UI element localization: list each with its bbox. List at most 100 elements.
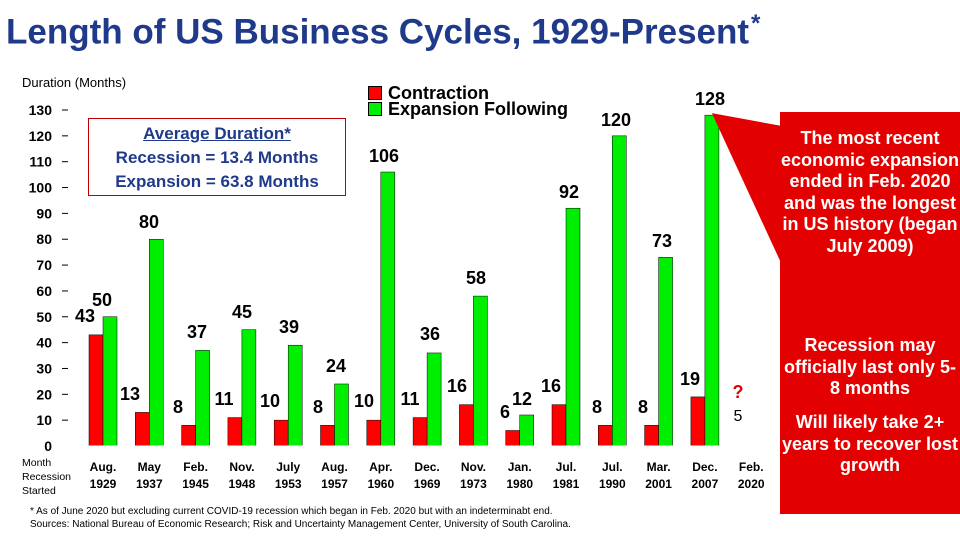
legend-expansion-swatch bbox=[368, 102, 382, 116]
footnote-note: * As of June 2020 but excluding current … bbox=[30, 506, 553, 517]
footnote-sources: Sources: National Bureau of Economic Res… bbox=[30, 519, 571, 530]
expansion-bar bbox=[565, 207, 581, 447]
x-tick-year: 1980 bbox=[506, 477, 533, 491]
contraction-value-label: 11 bbox=[400, 389, 419, 409]
contraction-bar bbox=[644, 425, 659, 447]
expansion-bar bbox=[334, 383, 349, 447]
x-tick-month: Aug. bbox=[90, 460, 117, 474]
contraction-bar bbox=[320, 425, 335, 447]
footnote: * As of June 2020 but excluding current … bbox=[30, 505, 571, 531]
contraction-value-label: 13 bbox=[120, 384, 140, 404]
expansion-value-label: 92 bbox=[559, 182, 579, 202]
unknown-recession-estimate-label: 5 bbox=[734, 408, 743, 425]
x-tick-month: Dec. bbox=[692, 460, 717, 474]
contraction-value-label: 43 bbox=[75, 306, 95, 326]
x-tick-month: Feb. bbox=[183, 460, 208, 474]
expansion-value-label: 36 bbox=[420, 324, 440, 344]
average-duration-title: Average Duration* bbox=[143, 124, 291, 143]
contraction-bar bbox=[459, 404, 474, 447]
y-tick-label: 100 bbox=[29, 180, 53, 196]
contraction-value-label: 11 bbox=[214, 389, 233, 409]
contraction-value-label: 6 bbox=[500, 402, 510, 422]
contraction-bar bbox=[366, 419, 382, 447]
expansion-bar bbox=[426, 352, 442, 447]
y-tick-label: 10 bbox=[36, 412, 52, 428]
contraction-value-label: 8 bbox=[313, 397, 323, 417]
x-tick-month: Aug. bbox=[321, 460, 348, 474]
x-tick-month: Nov. bbox=[229, 460, 254, 474]
x-tick-year: 1990 bbox=[599, 477, 626, 491]
x-tick-year: 1957 bbox=[321, 477, 348, 491]
expansion-value-label: 128 bbox=[695, 89, 725, 109]
expansion-value-label: 45 bbox=[232, 302, 252, 322]
callout-recession-length: Recession may officially last only 5-8 m… bbox=[783, 335, 957, 398]
contraction-value-label: 10 bbox=[354, 391, 374, 411]
expansion-bar bbox=[704, 114, 720, 447]
contraction-bar bbox=[598, 425, 613, 447]
y-tick-label: 80 bbox=[36, 231, 52, 247]
contraction-value-label: 10 bbox=[260, 391, 280, 411]
y-tick-label: 70 bbox=[36, 257, 52, 273]
x-tick-year: 1929 bbox=[90, 477, 117, 491]
expansion-bar bbox=[612, 135, 627, 447]
callout-longest-expansion: The most recent economic expansion ended… bbox=[780, 128, 960, 256]
y-tick-label: 50 bbox=[36, 309, 52, 325]
x-tick-month: Feb. bbox=[739, 460, 764, 474]
expansion-value-label: 39 bbox=[279, 317, 299, 337]
legend-contraction-swatch bbox=[368, 86, 382, 100]
y-tick-label: 60 bbox=[36, 283, 52, 299]
x-tick-month: Mar. bbox=[647, 460, 671, 474]
expansion-value-label: 58 bbox=[466, 268, 486, 288]
unknown-value-label: ? bbox=[733, 382, 744, 402]
callout-box: The most recent economic expansion ended… bbox=[780, 112, 960, 514]
x-tick-year: 2001 bbox=[645, 477, 672, 491]
expansion-bar bbox=[473, 295, 488, 447]
contraction-value-label: 16 bbox=[541, 376, 561, 396]
x-tick-month: July bbox=[276, 460, 300, 474]
legend-expansion: Expansion Following bbox=[368, 100, 568, 118]
y-axis-label: Duration (Months) bbox=[22, 75, 127, 90]
expansion-bar bbox=[149, 238, 164, 447]
contraction-bar bbox=[273, 419, 289, 447]
x-tick-year: 1945 bbox=[182, 477, 209, 491]
contraction-bar bbox=[551, 404, 567, 447]
expansion-value-label: 50 bbox=[92, 290, 112, 310]
contraction-bar bbox=[88, 334, 104, 447]
contraction-value-label: 19 bbox=[680, 369, 700, 389]
chart-title: Length of US Business Cycles, 1929-Prese… bbox=[6, 10, 761, 52]
x-tick-year: 1969 bbox=[414, 477, 441, 491]
month-recession-started-label: Month Recession Started bbox=[22, 457, 72, 497]
y-tick-label: 20 bbox=[36, 386, 52, 402]
contraction-value-label: 8 bbox=[592, 397, 602, 417]
expansion-value-label: 37 bbox=[187, 322, 207, 342]
x-tick-year: 1948 bbox=[229, 477, 256, 491]
x-tick-month: Jul. bbox=[556, 460, 577, 474]
average-recession: Recession = 13.4 Months bbox=[115, 148, 319, 167]
contraction-bar bbox=[412, 417, 428, 447]
average-expansion: Expansion = 63.8 Months bbox=[115, 172, 319, 191]
expansion-value-label: 106 bbox=[369, 146, 399, 166]
x-tick-month: Apr. bbox=[369, 460, 392, 474]
legend-contraction: Contraction bbox=[368, 84, 568, 102]
expansion-value-label: 24 bbox=[326, 356, 346, 376]
x-tick-year: 1937 bbox=[136, 477, 163, 491]
y-tick-label: 30 bbox=[36, 360, 52, 376]
x-tick-month: Jan. bbox=[508, 460, 532, 474]
contraction-value-label: 16 bbox=[447, 376, 467, 396]
x-tick-month: May bbox=[138, 460, 162, 474]
average-duration-box: Average Duration* Recession = 13.4 Month… bbox=[88, 118, 346, 196]
expansion-value-label: 80 bbox=[139, 212, 159, 232]
legend: Contraction Expansion Following bbox=[368, 84, 568, 118]
contraction-bar bbox=[505, 430, 520, 447]
x-tick-year: 2007 bbox=[692, 477, 719, 491]
contraction-bar bbox=[227, 417, 243, 447]
callout-recovery: Will likely take 2+ years to recover los… bbox=[781, 412, 959, 475]
x-tick-month: Dec. bbox=[414, 460, 439, 474]
x-tick-month: Jul. bbox=[602, 460, 623, 474]
y-tick-label: 0 bbox=[44, 438, 52, 454]
y-tick-label: 120 bbox=[29, 128, 53, 144]
x-tick-month: Nov. bbox=[461, 460, 486, 474]
contraction-bar bbox=[181, 425, 196, 447]
x-tick-year: 1973 bbox=[460, 477, 487, 491]
